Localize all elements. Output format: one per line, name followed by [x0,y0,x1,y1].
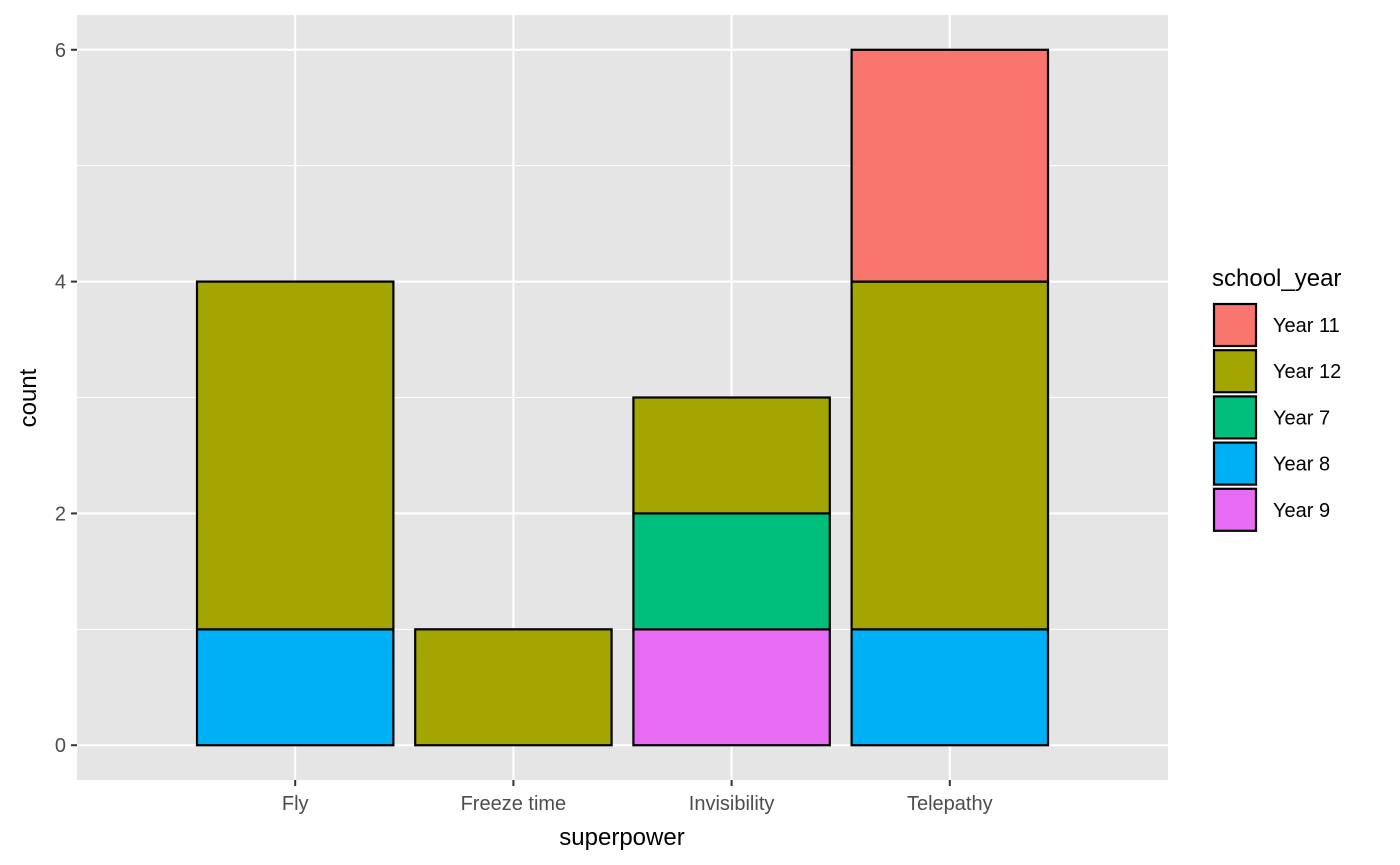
legend-label: Year 11 [1273,315,1340,337]
y-tick-label: 2 [55,503,66,525]
bar-segment [850,48,1050,283]
legend-label: Year 8 [1273,454,1330,476]
legend-key [1212,441,1258,486]
legend-key [1212,349,1258,394]
y-axis: 0 2 4 6 [55,40,77,757]
x-tick-label: Invisibility [689,793,775,815]
bar-segment [195,280,395,631]
y-tick-label: 0 [55,735,66,757]
y-axis-title: count [15,368,42,427]
x-tick-label: Fly [282,793,309,815]
bars [195,48,1050,747]
legend-label: Year 7 [1273,407,1330,429]
legend-label: Year 9 [1273,500,1330,522]
y-tick-label: 4 [55,272,66,294]
x-axis-title: superpower [559,824,684,851]
x-tick-label: Freeze time [461,793,567,815]
bar-segment [850,628,1050,747]
legend-label: Year 12 [1273,361,1341,383]
bar-segment [414,628,613,747]
legend: school_year Year 11 Year 12 Year 7 Year 8 Ye… [1212,265,1341,532]
bar-segment [632,512,831,631]
legend-key [1212,302,1258,348]
legend-key [1212,487,1258,532]
bar-segment [850,280,1050,631]
x-tick-label: Telepathy [907,793,993,815]
y-tick-label: 6 [55,40,66,62]
bar-segment [195,628,395,747]
x-axis: Fly Freeze time Invisibility Telepathy [282,780,993,815]
bar-segment [632,396,831,515]
legend-key [1212,395,1258,440]
legend-title: school_year [1212,265,1341,292]
bar-segment [632,628,831,747]
